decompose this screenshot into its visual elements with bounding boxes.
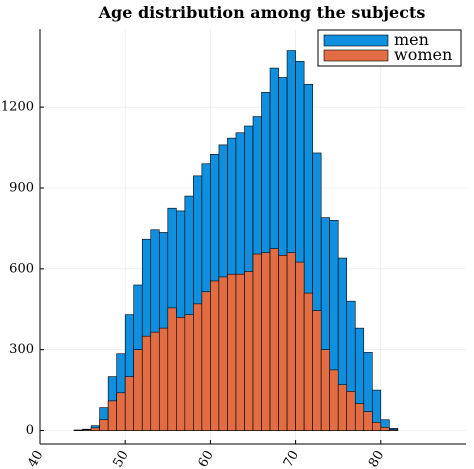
bar-women-73: [320, 349, 330, 431]
bar-women-52: [141, 335, 152, 431]
bar-women-61: [218, 276, 228, 431]
legend-label-women: women: [394, 45, 452, 64]
bar-women-67: [269, 248, 279, 431]
x-tick-label: 50: [110, 448, 131, 469]
bar-women-57: [184, 314, 194, 431]
legend-swatch-men: [323, 34, 389, 47]
tick-labels: 40 50 60 70 80 0 300 600 900 1200: [1, 100, 387, 469]
bar-women-66: [261, 252, 271, 431]
bar-women-51: [133, 349, 143, 431]
bar-women-80: [380, 426, 390, 431]
x-tick-label: 40: [25, 448, 46, 469]
bar-women-63: [235, 273, 245, 431]
y-tick-label: 600: [9, 261, 34, 276]
x-tick-label: 60: [196, 448, 217, 469]
bar-women-48: [107, 400, 117, 431]
chart-title: Age distribution among the subjects: [98, 3, 426, 22]
bar-women-65: [252, 253, 262, 431]
bar-women-45: [82, 429, 92, 431]
bar-women-68: [278, 255, 288, 431]
axes: [39, 29, 466, 445]
bar-women-60: [210, 280, 220, 431]
y-tick-label: 0: [26, 423, 34, 438]
bars: [73, 50, 399, 431]
y-tick-label: 1200: [1, 100, 34, 115]
bar-women-49: [116, 392, 126, 431]
bar-women-81: [389, 429, 399, 431]
bar-women-70: [295, 261, 305, 431]
bar-women-55: [167, 307, 177, 431]
legend-swatch-women: [323, 49, 389, 62]
bar-women-47: [99, 419, 109, 431]
y-tick-label: 900: [9, 180, 34, 195]
bar-women-76: [346, 391, 356, 431]
y-tick-label: 300: [9, 342, 34, 357]
bar-women-58: [193, 303, 203, 431]
bar-women-53: [150, 331, 160, 431]
legend-label-men: men: [394, 30, 429, 49]
bar-women-62: [227, 273, 237, 431]
bar-women-71: [303, 292, 313, 431]
bar-women-78: [363, 411, 373, 431]
bar-women-75: [337, 384, 348, 431]
bar-women-46: [90, 427, 100, 431]
bar-women-56: [176, 317, 186, 431]
bar-women-59: [201, 291, 211, 431]
bar-women-74: [329, 369, 339, 431]
bar-women-64: [244, 271, 254, 431]
bar-women-79: [371, 422, 382, 431]
x-tick-label: 70: [281, 448, 302, 469]
bar-women-50: [124, 376, 135, 431]
bar-women-69: [286, 252, 296, 431]
bar-women-77: [354, 403, 365, 431]
x-tick-label: 80: [366, 448, 387, 469]
bar-women-54: [158, 327, 169, 431]
bar-women-72: [312, 310, 322, 431]
